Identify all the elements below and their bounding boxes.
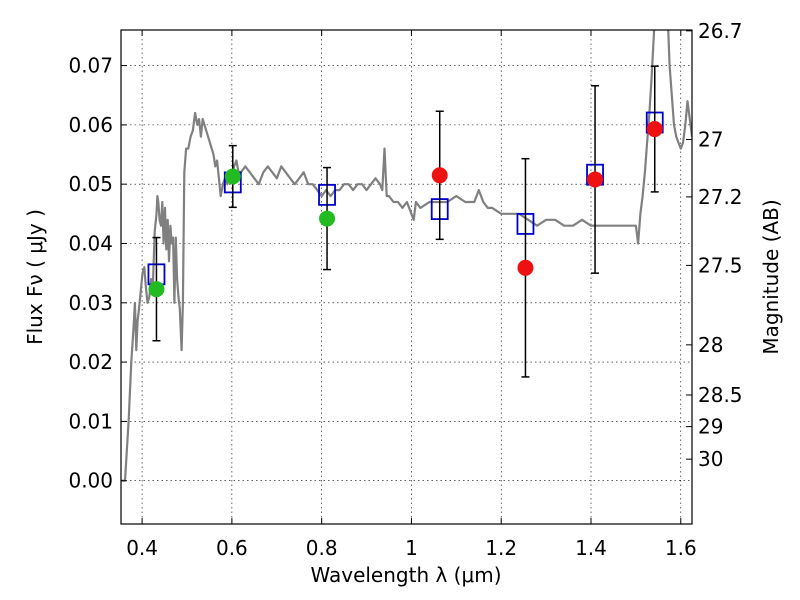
observed-point bbox=[431, 167, 448, 184]
mag-tick-label: 27 bbox=[698, 127, 723, 151]
mag-tick-label: 28 bbox=[698, 333, 723, 357]
y-tick-label: 0.04 bbox=[68, 231, 113, 255]
axes-ticks: 0.4 0.6 0.8 1 1.2 1.4 1.6 0.00 0.01 0.02 0.03 0.04 0… bbox=[68, 19, 742, 560]
observed-point bbox=[517, 259, 534, 276]
x-tick-label: 1 bbox=[405, 536, 418, 560]
mag-tick-label: 30 bbox=[698, 447, 723, 471]
x-tick-label: 1.4 bbox=[575, 536, 607, 560]
x-tick-label: 0.8 bbox=[306, 536, 338, 560]
y-tick-label: 0.05 bbox=[68, 172, 113, 196]
observed-point bbox=[224, 168, 241, 185]
x-tick-label: 0.4 bbox=[126, 536, 158, 560]
observed-point bbox=[319, 210, 336, 227]
y-axis-title: Flux Fν ( μJy ) bbox=[23, 209, 47, 345]
y-tick-label: 0.06 bbox=[68, 113, 113, 137]
grid bbox=[121, 30, 692, 524]
x-tick-label: 0.6 bbox=[216, 536, 248, 560]
y-tick-label: 0.03 bbox=[68, 291, 113, 315]
y-axis-right-title: Magnitude (AB) bbox=[759, 199, 783, 354]
x-axis-title: Wavelength λ (μm) bbox=[310, 563, 501, 587]
mag-tick-label: 28.5 bbox=[698, 383, 743, 407]
x-tick-label: 1.6 bbox=[665, 536, 697, 560]
mag-tick-label: 26.7 bbox=[698, 19, 743, 43]
y-tick-label: 0.01 bbox=[68, 409, 113, 433]
plot-area bbox=[121, 30, 692, 482]
observed-point bbox=[646, 121, 663, 138]
observed-point bbox=[148, 281, 165, 298]
observed-point bbox=[587, 171, 604, 188]
mag-tick-label: 29 bbox=[698, 415, 723, 439]
plot-frame bbox=[120, 29, 693, 525]
x-tick-label: 1.2 bbox=[485, 536, 517, 560]
model-sed-line bbox=[121, 30, 692, 482]
mag-tick-label: 27.2 bbox=[698, 185, 743, 209]
mag-tick-label: 27.5 bbox=[698, 253, 743, 277]
y-tick-label: 0.02 bbox=[68, 350, 113, 374]
y-tick-label: 0.07 bbox=[68, 54, 113, 78]
y-tick-label: 0.00 bbox=[68, 469, 113, 493]
